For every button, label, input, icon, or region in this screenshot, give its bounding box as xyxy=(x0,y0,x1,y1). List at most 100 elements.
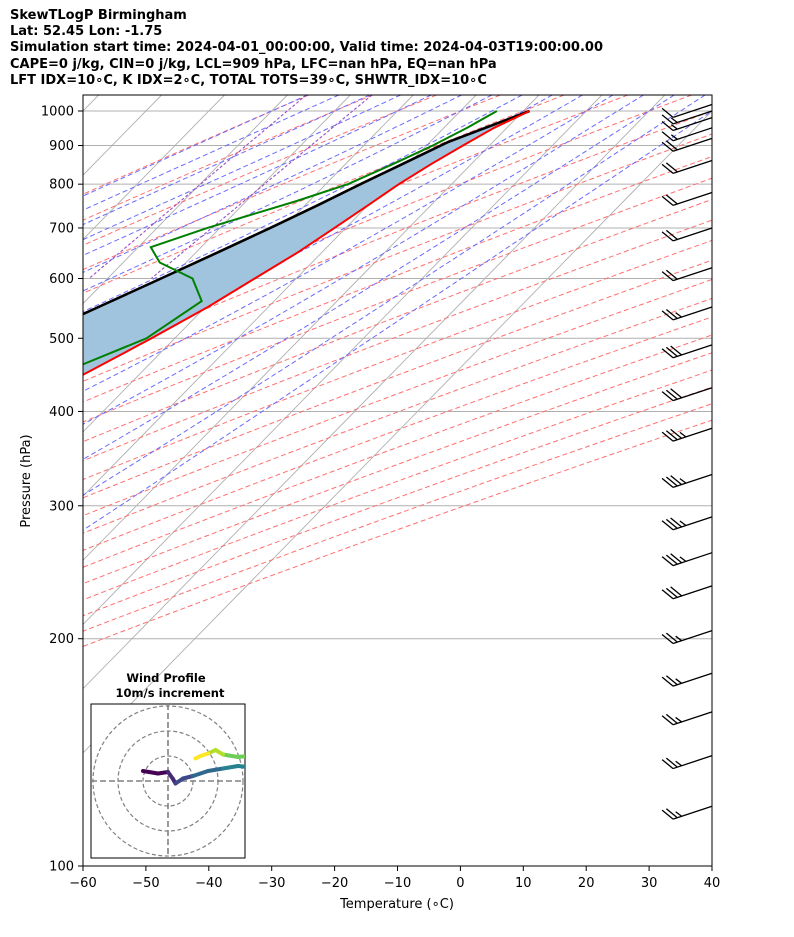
parcel-trace-line xyxy=(83,109,531,316)
location-coordinates: Lat: 52.45 Lon: -1.75 xyxy=(10,24,163,40)
isotherm xyxy=(83,95,666,690)
wind-barb xyxy=(661,159,713,174)
profile-layer xyxy=(83,109,531,376)
isotherm xyxy=(83,95,288,305)
dry-adiabat xyxy=(83,110,712,361)
hodograph-segment xyxy=(221,764,240,771)
x-tick-label: −30 xyxy=(258,876,285,891)
hodograph-segment xyxy=(248,756,258,758)
hodograph-segment xyxy=(206,766,225,773)
wind-barb xyxy=(661,585,713,600)
wind-barb xyxy=(661,103,713,119)
wind-barb xyxy=(661,306,713,321)
x-axis-label: Temperature (∘C) xyxy=(339,897,454,912)
hodograph-inset: Wind Profile 10m/s increment xyxy=(90,671,261,859)
wind-barb xyxy=(661,110,713,125)
dry-adiabat xyxy=(83,95,628,317)
x-tick-label: −20 xyxy=(321,876,348,891)
temperature-line xyxy=(83,110,531,376)
y-tick-label: 400 xyxy=(49,405,74,420)
moist-adiabat xyxy=(83,95,675,460)
chart-header: SkewTLogP Birmingham Lat: 52.45 Lon: -1.… xyxy=(10,8,603,89)
dry-adiabat xyxy=(83,133,712,382)
x-tick-label: 30 xyxy=(641,876,658,891)
wind-barb xyxy=(661,227,713,242)
dry-adiabat xyxy=(83,198,712,443)
hodograph-subtitle: 10m/s increment xyxy=(116,686,225,700)
wind-barb xyxy=(661,805,713,820)
y-tick-label: 700 xyxy=(49,221,74,236)
isotherm xyxy=(83,95,99,112)
cape-indices: CAPE=0 j/kg, CIN=0 j/kg, LCL=909 hPa, LF… xyxy=(10,56,497,72)
hodograph-segment xyxy=(236,764,245,769)
hodograph-segment xyxy=(141,769,160,776)
y-tick-label: 100 xyxy=(49,860,74,875)
station-title: SkewTLogP Birmingham xyxy=(10,8,187,23)
y-tick-label: 900 xyxy=(49,139,74,154)
y-axis-label: Pressure (hPa) xyxy=(19,434,34,527)
cin-cape-shading xyxy=(83,111,530,375)
dry-adiabat xyxy=(83,219,712,462)
dry-adiabat xyxy=(83,403,712,632)
dry-adiabat xyxy=(83,95,437,246)
wind-barb xyxy=(661,344,713,359)
wind-barb xyxy=(661,516,713,531)
moist-adiabat xyxy=(83,95,493,292)
isotherm xyxy=(83,95,603,626)
y-tick-label: 300 xyxy=(49,499,74,514)
wind-barb xyxy=(661,127,713,142)
moist-adiabat xyxy=(83,95,523,313)
simulation-times: Simulation start time: 2024-04-01_00:00:… xyxy=(10,40,603,56)
wind-barb xyxy=(661,191,713,206)
moist-adiabat xyxy=(83,95,308,197)
moist-adiabat xyxy=(83,95,462,273)
hodograph-segment xyxy=(191,769,210,778)
dewpoint-line xyxy=(83,110,498,366)
y-tick-label: 800 xyxy=(49,178,74,193)
dry-adiabat xyxy=(83,95,373,221)
y-tick-label: 1000 xyxy=(41,104,74,119)
x-tick-label: 40 xyxy=(704,876,721,891)
isotherm xyxy=(83,95,540,561)
wind-barb xyxy=(661,672,713,687)
moist-adiabat xyxy=(83,110,712,531)
x-tick-label: 10 xyxy=(515,876,532,891)
dry-adiabat xyxy=(83,95,565,294)
x-tick-label: 0 xyxy=(456,876,464,891)
moist-adiabat xyxy=(83,95,401,241)
dry-adiabat xyxy=(83,239,712,481)
stability-indices: LFT IDX=10∘C, K IDX=2∘C, TOTAL TOTS=39∘C… xyxy=(10,72,487,88)
hodograph-segment xyxy=(193,754,203,761)
wind-barb xyxy=(661,267,713,282)
moist-adiabat xyxy=(83,95,614,392)
wind-barb xyxy=(661,117,713,132)
moist-adiabat xyxy=(83,95,340,211)
y-tick-label: 500 xyxy=(49,332,74,347)
hodograph-segment xyxy=(258,758,261,762)
x-tick-label: −50 xyxy=(132,876,159,891)
hodograph-title: Wind Profile xyxy=(126,671,206,685)
moist-adiabat xyxy=(83,95,583,363)
wind-barb xyxy=(661,387,713,402)
wind-barb xyxy=(661,711,713,726)
y-tick-label: 200 xyxy=(49,632,74,647)
dry-adiabat xyxy=(83,334,712,568)
x-tick-label: −60 xyxy=(69,876,96,891)
hodograph-segment xyxy=(221,752,240,759)
hodograph-segment xyxy=(253,761,261,764)
wind-barbs xyxy=(661,103,713,820)
moist-adiabat xyxy=(83,95,706,496)
mixing-ratio-line xyxy=(150,95,373,279)
dry-adiabat xyxy=(83,369,712,601)
y-tick-label: 600 xyxy=(49,272,74,287)
x-tick-label: 20 xyxy=(578,876,595,891)
mixing-ratio-line xyxy=(88,95,307,279)
moist-adiabat xyxy=(83,95,371,226)
axes: −60 −50 −40 −30 −20 −10 0 10 20 30 40 100 200 300 400 5… xyxy=(41,104,720,891)
wind-barb xyxy=(661,137,713,152)
isotherm xyxy=(83,95,225,241)
wind-barb xyxy=(661,755,713,770)
wind-barb xyxy=(661,427,713,442)
x-tick-label: −40 xyxy=(195,876,222,891)
